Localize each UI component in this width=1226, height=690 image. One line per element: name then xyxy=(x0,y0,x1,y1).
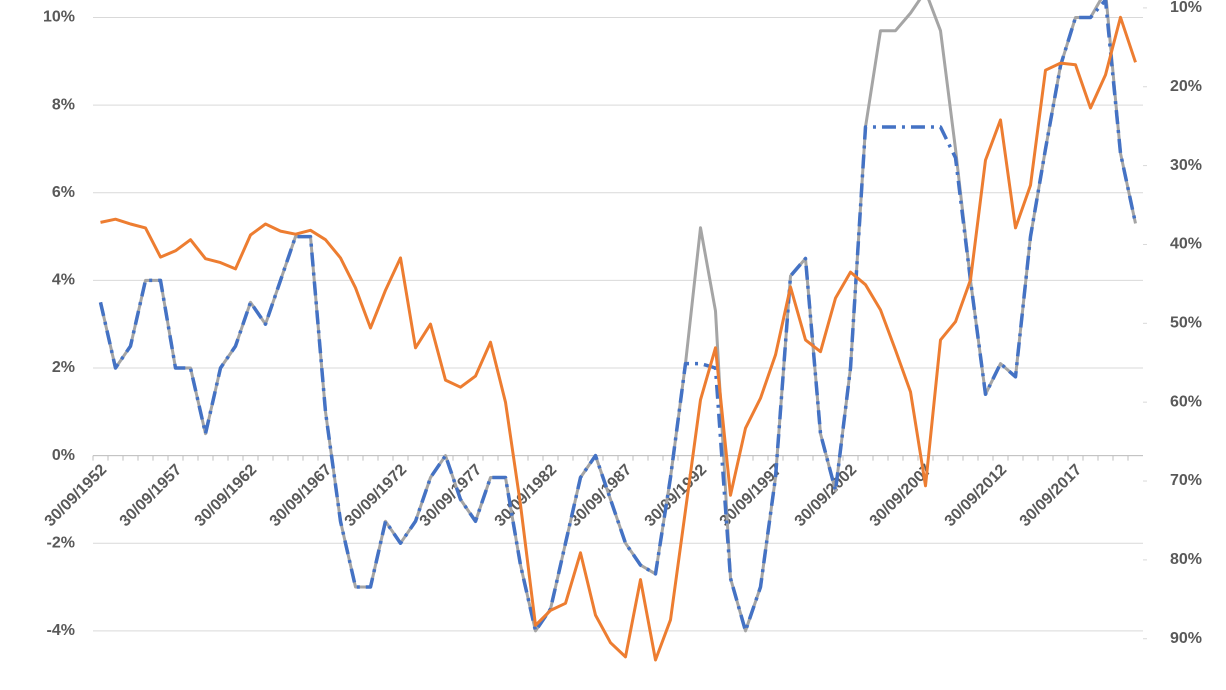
y-tick-label: 8% xyxy=(52,96,75,113)
y2-tick-label: 60% xyxy=(1170,393,1202,410)
y-tick-label: -4% xyxy=(47,622,75,639)
y2-tick-label: 20% xyxy=(1170,78,1202,95)
x-tick-label: 30/09/1992 xyxy=(642,461,711,530)
y2-tick-label: 90% xyxy=(1170,630,1202,647)
y-tick-label: 2% xyxy=(52,359,75,376)
line-series xyxy=(100,15,1137,662)
x-tick-label: 30/09/1967 xyxy=(267,461,336,530)
x-tick-label: 30/09/1962 xyxy=(192,461,261,530)
y2-tick-label: 30% xyxy=(1170,157,1202,174)
y2-tick-label: 70% xyxy=(1170,472,1202,489)
x-tick-label: 30/09/1952 xyxy=(42,461,111,530)
x-tick-label: 30/09/2007 xyxy=(867,461,936,530)
y2-tick-label: 40% xyxy=(1170,236,1202,253)
y-tick-label: -2% xyxy=(47,534,75,551)
line-series xyxy=(98,0,1138,633)
x-tick-label: 30/09/1982 xyxy=(492,461,561,530)
x-tick-label: 30/09/1957 xyxy=(117,461,186,530)
y2-tick-label: 50% xyxy=(1170,315,1202,332)
x-tick-label: 30/09/2002 xyxy=(792,461,861,530)
y-tick-label: 0% xyxy=(52,447,75,464)
y2-tick-label: 10% xyxy=(1170,0,1202,16)
y-tick-label: 10% xyxy=(43,9,75,26)
plot xyxy=(98,0,1138,662)
y2-tick-label: 80% xyxy=(1170,551,1202,568)
line-series xyxy=(99,0,1137,633)
y-tick-label: 6% xyxy=(52,184,75,201)
x-tick-label: 30/09/1972 xyxy=(342,461,411,530)
y-tick-label: 4% xyxy=(52,272,75,289)
x-tick-label: 30/09/2017 xyxy=(1017,461,1086,530)
x-tick-label: 30/09/2012 xyxy=(942,461,1011,530)
